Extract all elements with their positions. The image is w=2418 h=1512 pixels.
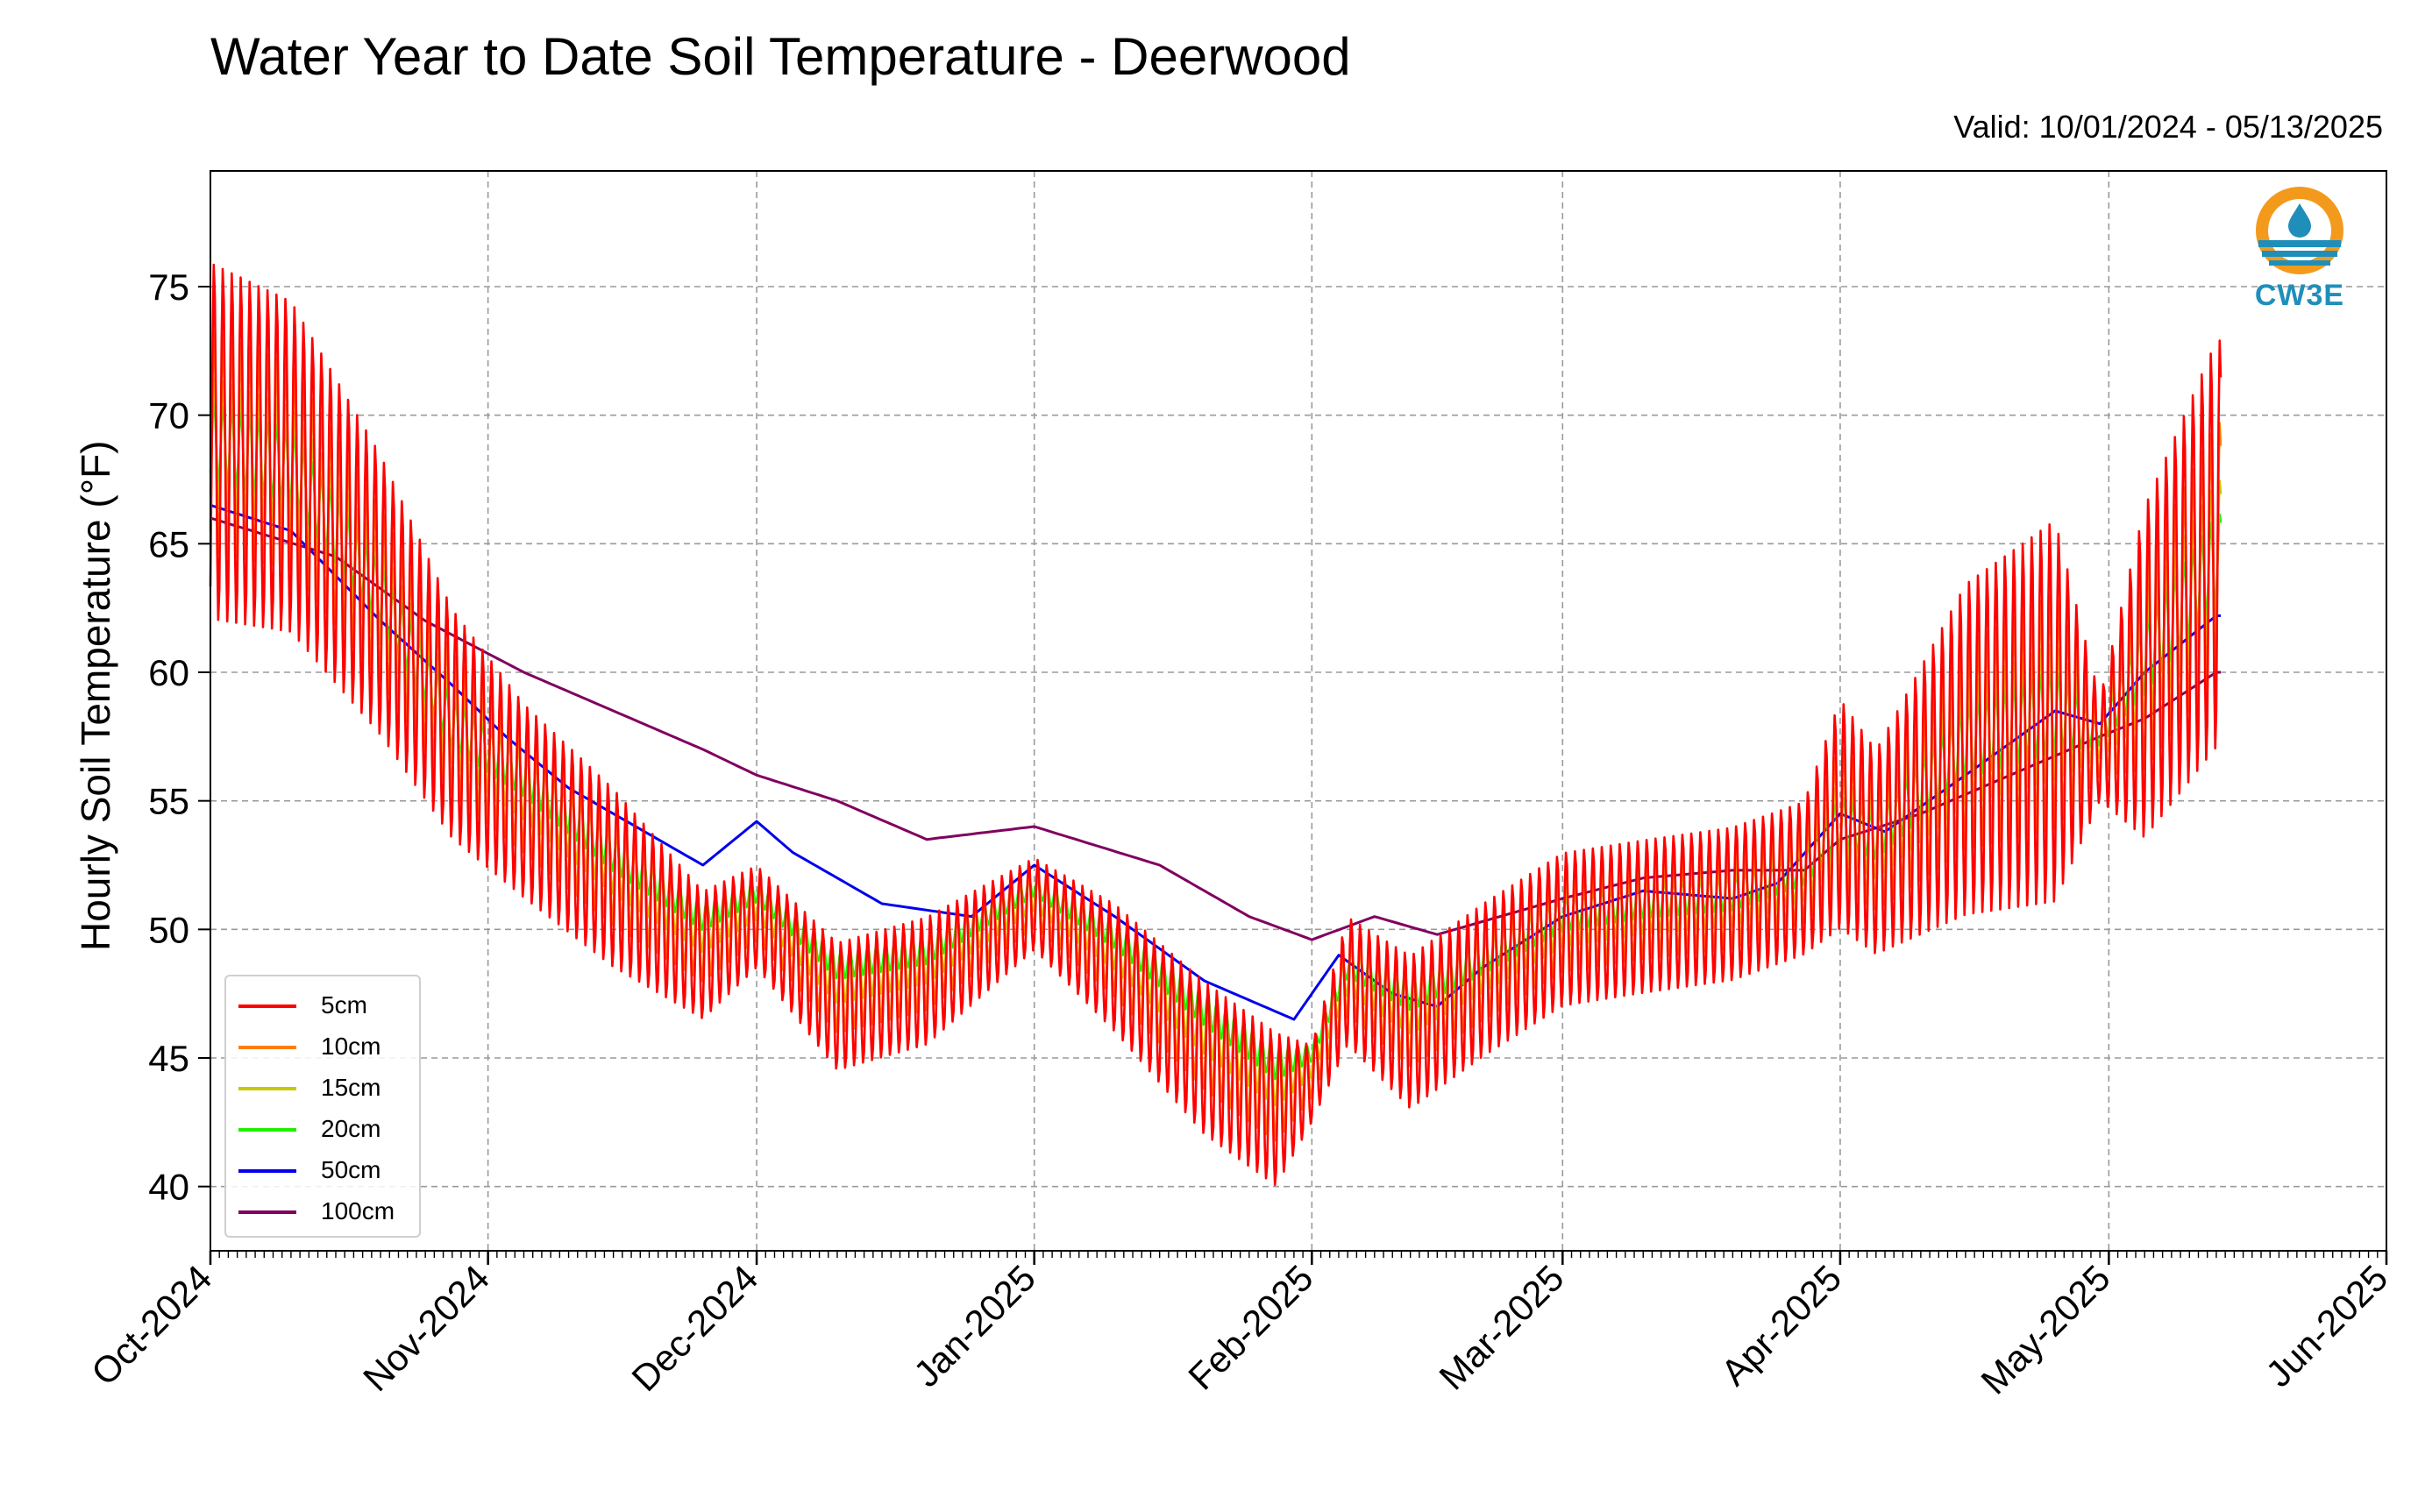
legend-label: 100cm (321, 1197, 395, 1225)
gridlines (210, 171, 2386, 1251)
x-axis: Oct-2024 Nov-2024 Dec-2024 Jan-2025 Feb-2025… (83, 1251, 2395, 1402)
legend-label: 5cm (321, 991, 367, 1019)
x-tick-label: Oct-2024 (83, 1257, 219, 1393)
y-axis: 40 45 50 55 60 65 70 75 (148, 266, 210, 1208)
y-tick-label: 75 (148, 266, 189, 308)
legend-label: 50cm (321, 1156, 381, 1183)
y-tick-label: 45 (148, 1038, 189, 1079)
series-lines (209, 263, 2222, 1186)
x-tick-label: Apr-2025 (1713, 1257, 1849, 1393)
x-tick-label: Feb-2025 (1180, 1257, 1320, 1397)
x-tick-label: Dec-2024 (623, 1257, 765, 1399)
plot-frame (210, 170, 2387, 1252)
valid-range: Valid: 10/01/2024 - 05/13/2025 (1953, 109, 2383, 145)
legend-swatch (238, 1128, 296, 1132)
legend-swatch (238, 1210, 296, 1214)
legend-swatch (238, 1087, 296, 1090)
cw3e-logo: CW3E (2251, 182, 2348, 323)
x-tick-label: May-2025 (1973, 1257, 2117, 1402)
x-tick-label: Jan-2025 (906, 1257, 1043, 1395)
y-tick-label: 60 (148, 652, 189, 693)
y-axis-label: Hourly Soil Temperature (°F) (73, 440, 118, 951)
legend-label: 15cm (321, 1074, 381, 1101)
y-tick-label: 40 (148, 1167, 189, 1208)
legend-swatch (238, 1004, 296, 1008)
legend: 5cm 10cm 15cm 20cm 50cm 100cm (224, 975, 421, 1238)
x-tick-label: Mar-2025 (1431, 1257, 1571, 1397)
legend-label: 20cm (321, 1115, 381, 1142)
x-tick-label: Jun-2025 (2258, 1257, 2395, 1395)
chart-title: Water Year to Date Soil Temperature - De… (210, 27, 1351, 86)
y-tick-label: 50 (148, 909, 189, 950)
y-tick-label: 70 (148, 395, 189, 437)
x-tick-label: Nov-2024 (355, 1257, 497, 1399)
cw3e-logo-text: CW3E (2254, 279, 2345, 312)
y-tick-label: 55 (148, 781, 189, 822)
legend-label: 10cm (321, 1033, 381, 1060)
series-line-5cm (209, 263, 2222, 1186)
legend-swatch (238, 1046, 296, 1049)
cw3e-logo-icon (2256, 187, 2343, 274)
y-tick-label: 65 (148, 523, 189, 564)
legend-swatch (238, 1169, 296, 1173)
